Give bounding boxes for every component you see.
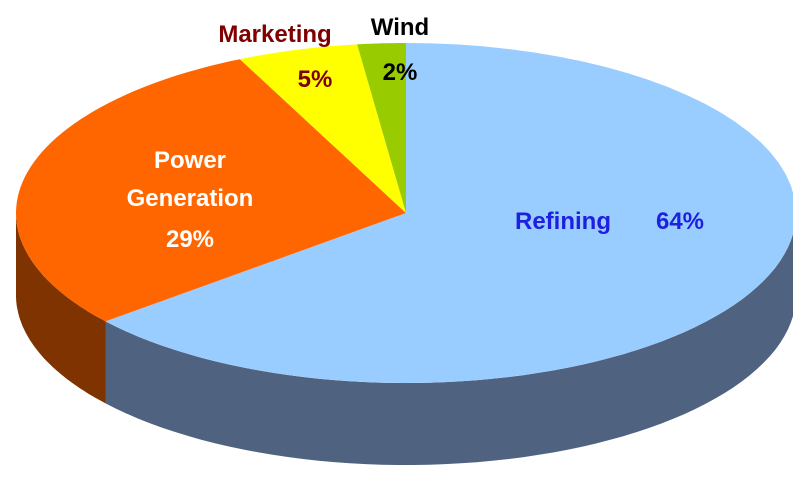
slice-side bbox=[105, 234, 793, 465]
slice-label: Refining bbox=[515, 208, 611, 235]
slice-side bbox=[16, 213, 106, 404]
slice bbox=[357, 43, 406, 213]
slice-value-label: 64% bbox=[655, 208, 705, 235]
slice-label: Marketing bbox=[218, 21, 332, 48]
slice-label: Power Generation bbox=[126, 147, 254, 212]
slice-label: Wind bbox=[370, 14, 430, 41]
slice-value-label: 5% bbox=[297, 66, 333, 93]
slice bbox=[16, 59, 406, 322]
slice bbox=[239, 44, 406, 213]
slice-value-label: 2% bbox=[382, 59, 418, 86]
slice bbox=[105, 43, 793, 383]
slice-value-label: 29% bbox=[165, 226, 215, 253]
